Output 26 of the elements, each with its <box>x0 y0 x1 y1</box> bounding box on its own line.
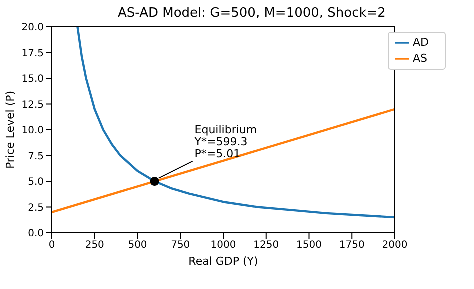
y-tick-label: 5.0 <box>28 177 44 188</box>
y-tick-label: 15.0 <box>22 74 44 86</box>
x-tick-label: 500 <box>128 240 148 252</box>
line-series <box>52 108 395 214</box>
annotation: Equilibrium Y*=599.3 P*=5.01 <box>194 123 258 160</box>
x-tick-label: 2000 <box>382 240 408 252</box>
y-tick-label: 0.0 <box>28 228 44 240</box>
y-tick-label: 10.0 <box>22 126 44 137</box>
x-tick-label: 1250 <box>254 240 280 252</box>
legend-label: AD <box>413 36 429 49</box>
y-tick-label: 20.0 <box>22 22 44 34</box>
x-tick-label: 1500 <box>296 240 322 252</box>
x-tick-label: 1000 <box>210 240 236 252</box>
y-tick-label: 2.5 <box>28 202 44 214</box>
y-tick-label: 17.5 <box>22 48 44 60</box>
legend-label: AS <box>413 52 428 65</box>
y-axis-title: Price Level (P) <box>4 90 17 170</box>
y-tick-label: 12.5 <box>22 100 44 111</box>
x-tick-label: 0 <box>48 240 56 252</box>
line-series <box>76 27 395 219</box>
y-tick-label: 7.5 <box>28 151 44 162</box>
x-tick-label: 250 <box>85 240 104 252</box>
chart-title: AS-AD Model: G=500, M=1000, Shock=2 <box>118 6 386 21</box>
x-tick-label: 1750 <box>339 240 365 252</box>
x-tick-label: 750 <box>171 240 190 252</box>
x-axis-title: Real GDP (Y) <box>188 255 258 268</box>
